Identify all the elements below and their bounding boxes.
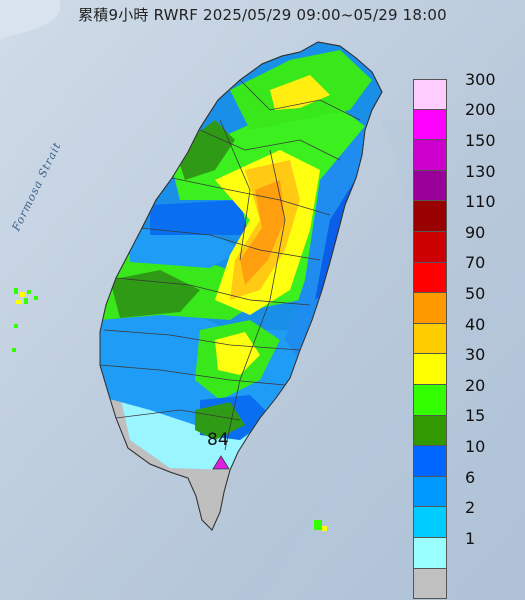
legend-swatch xyxy=(413,384,447,416)
band-west-darkgreen xyxy=(110,270,200,318)
legend-row: 2 xyxy=(413,498,515,538)
legend-row: 6 xyxy=(413,468,515,508)
legend-label: 200 xyxy=(465,100,496,120)
max-station-value: 84 xyxy=(207,430,229,450)
band-south-yellow xyxy=(215,332,260,375)
legend-row: 70 xyxy=(413,253,515,294)
legend-row xyxy=(413,568,515,600)
legend-row: 200 xyxy=(413,100,515,141)
band-central-orange xyxy=(240,180,285,285)
legend-swatch xyxy=(413,568,447,600)
legend-label: 40 xyxy=(465,314,486,334)
county-boundaries xyxy=(100,79,361,451)
legend-swatch xyxy=(413,79,447,110)
map-title: 累積9小時 RWRF 2025/05/29 09:00~05/29 18:00 xyxy=(78,6,447,24)
legend-row: 130 xyxy=(413,162,515,202)
max-station-marker xyxy=(212,455,230,470)
legend-row: 15 xyxy=(413,406,515,447)
legend-row: 40 xyxy=(413,315,515,355)
legend-label: 2 xyxy=(465,498,476,518)
legend-row: 10 xyxy=(413,437,515,477)
legend-swatch xyxy=(413,323,447,355)
legend-swatch xyxy=(413,293,447,324)
rainfall-bands xyxy=(100,50,380,530)
legend-label: 15 xyxy=(465,406,486,426)
legend-label: 110 xyxy=(465,192,496,212)
legend-label: 20 xyxy=(465,375,486,395)
legend-label: 10 xyxy=(465,436,486,456)
legend-swatch xyxy=(413,140,447,171)
legend-swatch xyxy=(413,476,447,508)
legend-label: 1 xyxy=(465,528,476,548)
green-island xyxy=(314,520,327,531)
band-northwest-darkgreen xyxy=(175,120,235,180)
legend-label: 70 xyxy=(465,253,486,273)
band-north-blue xyxy=(150,200,270,235)
legend-row: 90 xyxy=(413,223,515,263)
legend-swatch xyxy=(413,201,447,232)
legend-swatch xyxy=(413,446,447,477)
legend-label: 150 xyxy=(465,130,496,150)
legend-swatch xyxy=(413,231,447,263)
legend-row: 110 xyxy=(413,192,515,232)
legend-label: 300 xyxy=(465,69,496,89)
legend-row: 1 xyxy=(413,529,515,569)
legend-label: 30 xyxy=(465,345,486,365)
legend-row: 150 xyxy=(413,131,515,171)
legend-swatch xyxy=(413,415,447,447)
china-coast xyxy=(0,0,60,40)
legend-swatch xyxy=(413,262,447,294)
legend-swatch xyxy=(413,507,447,538)
band-south-darkgreen xyxy=(195,402,245,440)
legend-row: 30 xyxy=(413,345,515,385)
legend-label: 50 xyxy=(465,283,486,303)
penghu-islands xyxy=(12,288,38,352)
legend-row: 300 xyxy=(413,70,515,110)
legend-label: 90 xyxy=(465,222,486,242)
legend-swatch xyxy=(413,170,447,202)
legend-label: 130 xyxy=(465,161,496,181)
legend-row: 20 xyxy=(413,376,515,416)
legend-row: 50 xyxy=(413,284,515,324)
color-legend: 300 200 150 130 110 90 70 50 40 30 20 15 10 6 2 1 xyxy=(413,70,515,600)
offshore-shelf xyxy=(260,120,525,600)
legend-label: 6 xyxy=(465,467,476,487)
legend-swatch xyxy=(413,354,447,385)
legend-swatch xyxy=(413,537,447,569)
legend-swatch xyxy=(413,109,447,141)
